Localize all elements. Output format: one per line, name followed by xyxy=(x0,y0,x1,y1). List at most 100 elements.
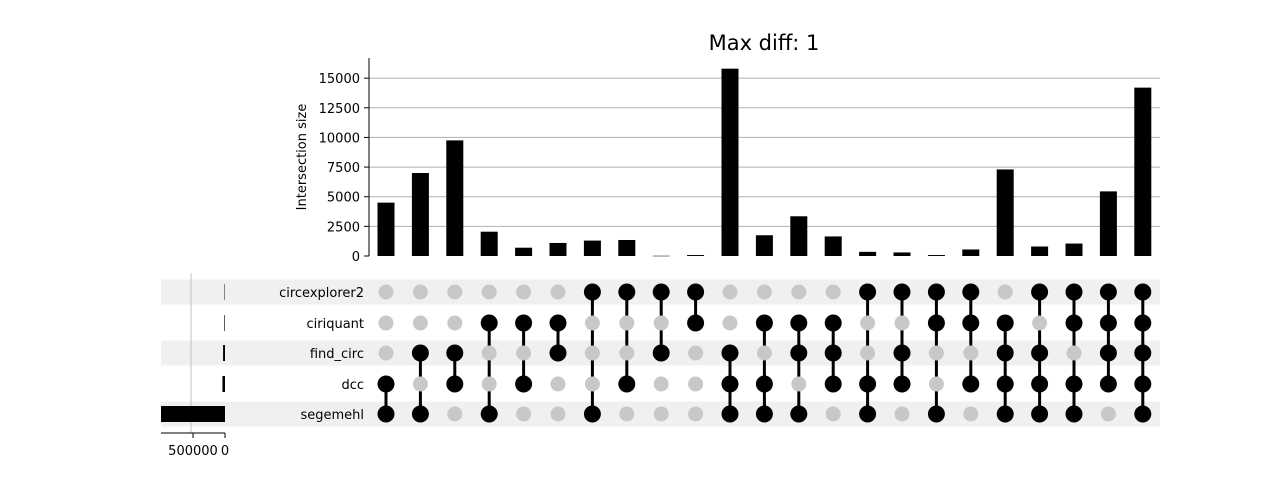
set-size-bar xyxy=(223,345,225,361)
membership-dot-inactive xyxy=(584,345,600,361)
membership-dot-inactive xyxy=(860,345,876,361)
membership-dot-active xyxy=(1065,375,1083,393)
membership-dot-inactive xyxy=(378,315,394,331)
membership-dot-inactive xyxy=(791,284,807,300)
membership-dot-inactive xyxy=(756,284,772,300)
intersection-bar xyxy=(1031,246,1049,256)
membership-dot-inactive xyxy=(584,376,600,392)
membership-dot-inactive xyxy=(1066,345,1082,361)
intersection-bar xyxy=(996,169,1014,256)
membership-dot-active xyxy=(480,314,498,332)
y-tick-label: 2500 xyxy=(327,220,360,235)
intersection-bar xyxy=(446,140,464,256)
intersection-bar xyxy=(927,255,945,256)
set-label: dcc xyxy=(341,378,364,393)
membership-dot-inactive xyxy=(481,284,497,300)
membership-dot-active xyxy=(1031,283,1049,301)
membership-dot-inactive xyxy=(516,406,532,422)
membership-dot-inactive xyxy=(412,376,428,392)
membership-dot-active xyxy=(446,344,464,362)
intersection-bar xyxy=(824,236,842,256)
intersection-bars xyxy=(377,68,1152,257)
membership-dot-inactive xyxy=(584,315,600,331)
membership-dot-active xyxy=(549,314,567,332)
membership-dot-inactive xyxy=(550,406,566,422)
membership-dot-active xyxy=(652,344,670,362)
intersection-bar xyxy=(652,255,670,257)
y-tick-label: 0 xyxy=(352,250,360,265)
membership-dot-active xyxy=(962,314,980,332)
intersection-bar xyxy=(687,255,705,256)
membership-dot-inactive xyxy=(1032,315,1048,331)
membership-dot-inactive xyxy=(928,376,944,392)
membership-dot-inactive xyxy=(894,315,910,331)
set-size-tick-label: 0 xyxy=(221,444,229,459)
membership-dot-inactive xyxy=(619,315,635,331)
membership-dot-inactive xyxy=(963,406,979,422)
membership-dot-inactive xyxy=(928,345,944,361)
intersection-bar xyxy=(721,68,739,257)
membership-dot-inactive xyxy=(481,345,497,361)
membership-dot-active xyxy=(893,344,911,362)
membership-dot-active xyxy=(1134,314,1152,332)
membership-dot-active xyxy=(687,283,705,301)
membership-dot-active xyxy=(1065,405,1083,423)
intersection-bar xyxy=(515,247,533,256)
membership-dot-active xyxy=(1065,283,1083,301)
membership-dot-active xyxy=(1134,344,1152,362)
membership-dot-active xyxy=(1099,344,1117,362)
membership-dot-active xyxy=(1099,283,1117,301)
membership-dot-inactive xyxy=(619,406,635,422)
membership-dot-inactive xyxy=(447,315,463,331)
membership-dot-inactive xyxy=(653,406,669,422)
intersection-bar xyxy=(755,235,773,256)
set-size-bar xyxy=(161,406,225,422)
intersection-bar xyxy=(1134,87,1152,256)
membership-matrix xyxy=(377,283,1152,423)
membership-dot-active xyxy=(549,344,567,362)
membership-dot-active xyxy=(377,405,395,423)
membership-dot-inactive xyxy=(378,345,394,361)
membership-dot-active xyxy=(996,405,1014,423)
membership-dot-inactive xyxy=(619,345,635,361)
intersection-bar xyxy=(377,202,395,256)
membership-dot-inactive xyxy=(722,284,738,300)
membership-dot-active xyxy=(927,314,945,332)
membership-dot-active xyxy=(652,283,670,301)
membership-dot-inactive xyxy=(447,406,463,422)
set-size-bars: 500000 0 xyxy=(161,273,229,459)
membership-dot-inactive xyxy=(516,345,532,361)
membership-dot-active xyxy=(824,344,842,362)
membership-dot-active xyxy=(824,314,842,332)
intersection-bar xyxy=(1099,191,1117,256)
gridlines xyxy=(369,77,1160,227)
membership-dot-active xyxy=(859,283,877,301)
membership-dot-active xyxy=(1031,375,1049,393)
set-size-bar xyxy=(224,315,225,331)
membership-dot-active xyxy=(996,314,1014,332)
membership-dot-active xyxy=(859,375,877,393)
membership-dot-inactive xyxy=(1100,406,1116,422)
membership-dot-active xyxy=(377,375,395,393)
membership-dot-active xyxy=(1065,314,1083,332)
membership-dot-inactive xyxy=(688,406,704,422)
membership-dot-active xyxy=(790,344,808,362)
set-label: segemehl xyxy=(300,408,364,423)
membership-dot-active xyxy=(859,405,877,423)
set-label: circexplorer2 xyxy=(279,286,364,301)
membership-dot-active xyxy=(1031,405,1049,423)
membership-dot-active xyxy=(927,405,945,423)
intersection-bar xyxy=(790,216,808,256)
membership-dot-active xyxy=(515,314,533,332)
membership-dot-inactive xyxy=(412,284,428,300)
membership-dot-inactive xyxy=(481,376,497,392)
membership-dot-inactive xyxy=(825,284,841,300)
membership-dot-inactive xyxy=(791,376,807,392)
membership-dot-active xyxy=(1134,405,1152,423)
membership-dot-inactive xyxy=(825,406,841,422)
membership-dot-active xyxy=(996,344,1014,362)
membership-dot-active xyxy=(1099,314,1117,332)
y-tick-label: 5000 xyxy=(327,191,360,206)
y-axis: 0 2500 5000 7500 10000 12500 15000 xyxy=(319,58,370,265)
